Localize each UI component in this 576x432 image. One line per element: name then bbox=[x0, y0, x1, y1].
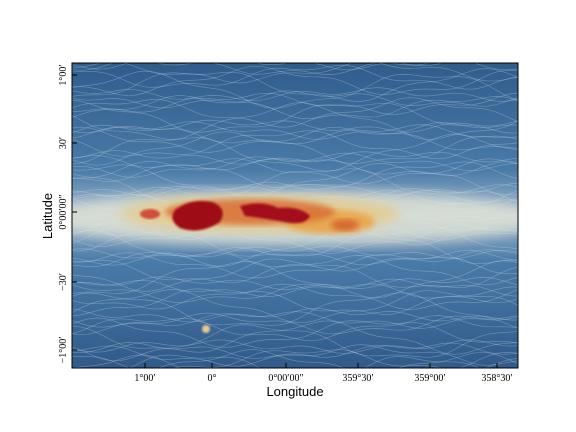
streamline bbox=[72, 168, 518, 204]
x-tick-label: 0°00′00″ bbox=[268, 373, 303, 384]
sky-image bbox=[72, 63, 518, 368]
x-axis-label: Longitude bbox=[266, 384, 323, 399]
streamline bbox=[72, 65, 518, 97]
streamline bbox=[72, 133, 518, 172]
ticks: 1°00′ 0° 0°00′00″ 359°30′ 359°00′ 358°30′ 1°00… bbox=[58, 64, 513, 384]
x-tick-label: 358°30′ bbox=[481, 373, 512, 384]
streamline bbox=[72, 354, 480, 368]
streamline bbox=[72, 99, 518, 134]
y-tick-label: 1°00′ bbox=[58, 64, 69, 85]
y-tick-label: −1°00′ bbox=[58, 337, 69, 364]
frame bbox=[71, 62, 519, 369]
streamline bbox=[72, 286, 518, 317]
streamline bbox=[72, 70, 518, 109]
streamline bbox=[72, 252, 518, 279]
streamline bbox=[72, 228, 518, 267]
streamline bbox=[72, 87, 518, 102]
streamline bbox=[72, 312, 518, 336]
streamline bbox=[72, 320, 518, 355]
streamline bbox=[72, 64, 518, 90]
x-tick-label: 359°30′ bbox=[342, 373, 373, 384]
streamline bbox=[72, 276, 518, 290]
streamline bbox=[72, 283, 518, 310]
streamline bbox=[72, 156, 518, 178]
streamline bbox=[72, 307, 518, 323]
streamline bbox=[72, 92, 518, 115]
y-tick-label: 30′ bbox=[58, 137, 69, 149]
streamline bbox=[72, 124, 518, 145]
streamline bbox=[72, 283, 518, 304]
streamline bbox=[72, 158, 518, 185]
streamline bbox=[72, 349, 518, 368]
streamline bbox=[72, 289, 518, 324]
streamline bbox=[72, 102, 518, 140]
x-tick-label: 359°00′ bbox=[414, 373, 445, 384]
x-tick-label: 1°00′ bbox=[134, 373, 155, 384]
streamline bbox=[129, 351, 518, 368]
streamline bbox=[72, 152, 518, 172]
streamline bbox=[72, 342, 518, 359]
streamline bbox=[72, 260, 518, 299]
streamline bbox=[72, 150, 518, 165]
streamline bbox=[72, 95, 518, 119]
streamline bbox=[72, 315, 518, 342]
streamline bbox=[72, 349, 518, 368]
streamline bbox=[72, 278, 518, 298]
streamline bbox=[72, 339, 518, 354]
y-tick-label: −30′ bbox=[58, 273, 69, 291]
streamline bbox=[72, 324, 518, 362]
streamline bbox=[72, 68, 518, 102]
streamline bbox=[72, 245, 518, 260]
streamline bbox=[72, 255, 518, 286]
streamline bbox=[72, 292, 518, 328]
x-tick-label: 0° bbox=[208, 373, 217, 384]
streamline bbox=[72, 163, 518, 198]
streamline bbox=[72, 131, 518, 166]
streamline bbox=[72, 344, 518, 367]
streamline bbox=[72, 258, 518, 292]
streamline bbox=[72, 249, 518, 272]
streamline bbox=[72, 317, 518, 348]
streamline bbox=[72, 126, 518, 153]
streamline bbox=[72, 63, 518, 84]
streamline bbox=[72, 119, 518, 134]
streamline bbox=[72, 63, 518, 75]
y-tick-label: 0°00′00″ bbox=[58, 194, 69, 229]
streamline bbox=[72, 130, 518, 160]
streamline bbox=[72, 311, 518, 329]
streamline bbox=[72, 90, 518, 109]
streamline bbox=[72, 247, 518, 266]
streamline bbox=[72, 97, 518, 128]
streamline bbox=[72, 121, 518, 140]
streamline bbox=[72, 160, 518, 188]
y-axis-label: Latitude bbox=[40, 193, 55, 239]
